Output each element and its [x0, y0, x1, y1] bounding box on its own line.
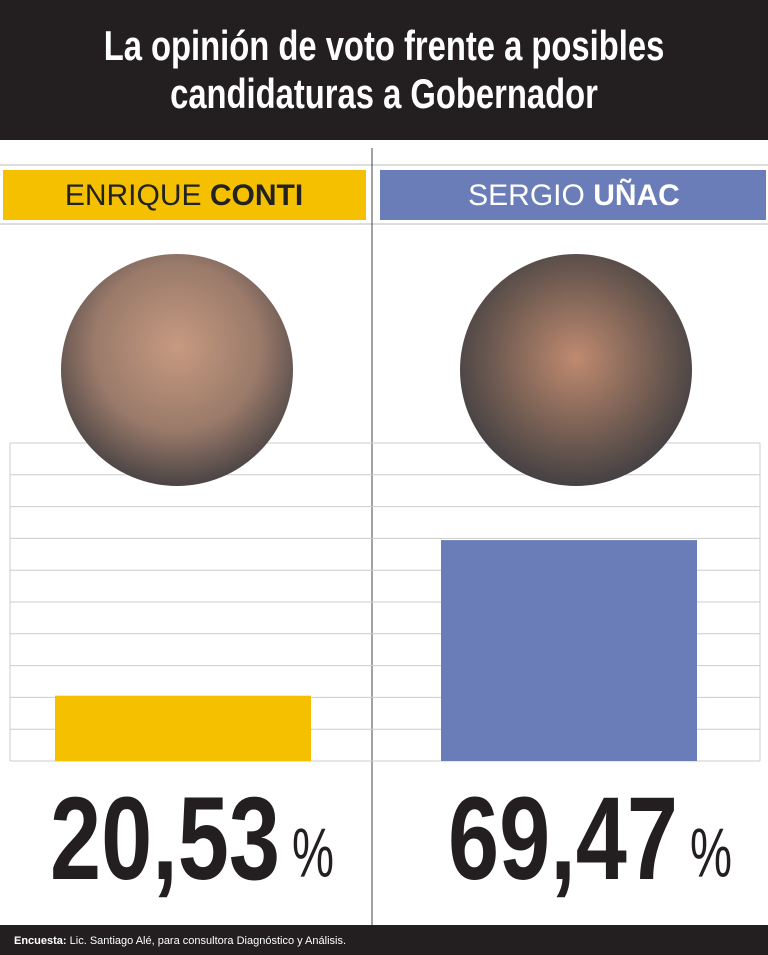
- value-label: 69,47: [448, 773, 678, 905]
- footer: Encuesta: Lic. Santiago Alé, para consul…: [14, 935, 346, 947]
- candidate-photo: [460, 254, 692, 486]
- candidate-name: SERGIO UÑAC: [468, 178, 680, 212]
- footer-label: Encuesta:: [14, 935, 67, 947]
- footer-text: Lic. Santiago Alé, para consultora Diagn…: [70, 935, 346, 947]
- candidate-name: ENRIQUE CONTI: [65, 179, 303, 212]
- value-label: 20,53: [50, 773, 280, 905]
- name-box: [3, 170, 366, 220]
- footer-bar: [0, 925, 768, 955]
- first-name: ENRIQUE: [65, 179, 202, 212]
- candidate-photo: [61, 254, 293, 486]
- title-bar: La opinión de voto frente a posibles can…: [0, 0, 768, 140]
- bar: [441, 540, 697, 761]
- chart-title: La opinión de voto frente a posibles can…: [103, 22, 665, 117]
- last-name: CONTI: [210, 179, 303, 212]
- plot: [9, 442, 761, 762]
- value-unit: %: [292, 813, 334, 891]
- first-name: SERGIO: [468, 179, 585, 212]
- last-name: UÑAC: [593, 178, 680, 212]
- name-box: [380, 170, 766, 220]
- bar: [55, 695, 311, 761]
- value-unit: %: [690, 813, 732, 891]
